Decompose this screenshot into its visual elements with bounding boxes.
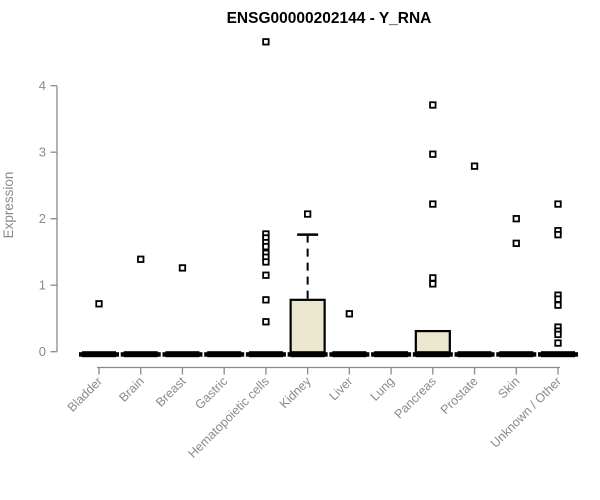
- y-tick-label: 2: [39, 211, 46, 226]
- zero-point-nub: [204, 352, 209, 357]
- outlier-point: [554, 231, 562, 239]
- zero-point-nub: [490, 352, 495, 357]
- x-tick-label: Unknown / Other: [488, 374, 564, 450]
- outlier-point: [345, 310, 354, 318]
- outlier-point: [178, 264, 187, 272]
- zero-point-nub: [371, 352, 376, 357]
- zero-point-nub: [412, 352, 418, 357]
- zero-point-nub: [364, 352, 370, 357]
- axes-layer: 0 1 2 3 4 Bladder Brain Breast GastricHematopoie…: [39, 78, 564, 461]
- zero-point-nub: [281, 352, 286, 357]
- zero-point-nub: [573, 352, 578, 357]
- median-bar: [541, 351, 575, 358]
- zero-point-nub: [162, 352, 167, 357]
- zero-point-nub: [287, 352, 293, 357]
- zero-point-nub: [538, 352, 543, 357]
- outlier-point: [262, 318, 270, 326]
- outlier-point: [429, 200, 437, 208]
- median-bar: [165, 351, 200, 358]
- x-tick-label: Bladder: [65, 374, 105, 414]
- outlier-point: [429, 274, 437, 282]
- x-tick-label: Kidney: [277, 374, 314, 411]
- x-tick-label: Prostate: [438, 374, 481, 417]
- outlier-point: [554, 339, 562, 347]
- zero-point-nub: [239, 352, 245, 357]
- y-axis-label: Expression: [1, 172, 16, 239]
- outlier-point: [429, 150, 437, 158]
- outlier-point: [303, 210, 312, 218]
- median-bar: [290, 351, 325, 358]
- outlier-point: [554, 295, 562, 303]
- zero-point-nub: [156, 352, 161, 357]
- zero-point-nub: [454, 352, 460, 357]
- zero-point-nub: [323, 352, 328, 357]
- zero-point-nub: [496, 352, 501, 357]
- zero-point-nub: [79, 352, 84, 357]
- outlier-point: [262, 296, 270, 304]
- zero-point-nub: [406, 352, 412, 357]
- median-bar: [82, 351, 116, 358]
- median-bar: [374, 351, 409, 358]
- zero-point-nub: [329, 352, 334, 357]
- x-tick-label: Breast: [153, 374, 189, 410]
- box: [289, 298, 326, 356]
- median-bar: [207, 351, 242, 358]
- median-bar: [499, 351, 534, 358]
- median-bar: [123, 351, 158, 358]
- chart-title: ENSG00000202144 - Y_RNA: [227, 10, 432, 27]
- median-bar: [457, 351, 492, 358]
- outlier-point: [262, 38, 270, 46]
- outlier-point: [429, 280, 437, 288]
- y-tick-label: 3: [39, 145, 46, 160]
- median-bar: [415, 351, 450, 358]
- outlier-point: [554, 200, 562, 208]
- median-bar: [248, 351, 283, 358]
- y-tick-label: 4: [39, 78, 46, 93]
- outlier-point: [262, 271, 270, 279]
- zero-point-nub: [531, 352, 537, 357]
- outlier-point: [262, 242, 270, 251]
- outlier-point: [262, 258, 270, 266]
- box: [414, 329, 451, 356]
- zero-point-nub: [120, 352, 126, 357]
- outlier-point: [554, 301, 562, 309]
- outlier-point: [512, 239, 520, 247]
- outlier-point: [554, 330, 562, 339]
- series-layer: [79, 38, 578, 358]
- y-tick-label: 0: [39, 344, 46, 359]
- outlier-point: [95, 300, 103, 308]
- y-tick-label: 1: [39, 278, 46, 293]
- x-tick-label: Hematopoietic cells: [185, 374, 272, 461]
- zero-point-nub: [245, 352, 251, 357]
- zero-point-nub: [448, 352, 453, 357]
- x-tick-label: Lung: [368, 374, 398, 404]
- zero-point-nub: [197, 352, 203, 357]
- x-tick-label: Brain: [116, 374, 147, 405]
- zero-point-nub: [114, 352, 119, 357]
- outlier-point: [429, 101, 437, 109]
- x-tick-label: Skin: [495, 374, 522, 401]
- outlier-point: [137, 255, 145, 263]
- median-bar: [332, 351, 367, 358]
- outlier-point: [470, 162, 479, 170]
- x-tick-label: Gastric: [192, 374, 230, 412]
- outlier-point: [512, 215, 520, 223]
- x-tick-label: Liver: [326, 374, 355, 403]
- x-tick-label: Pancreas: [392, 374, 439, 421]
